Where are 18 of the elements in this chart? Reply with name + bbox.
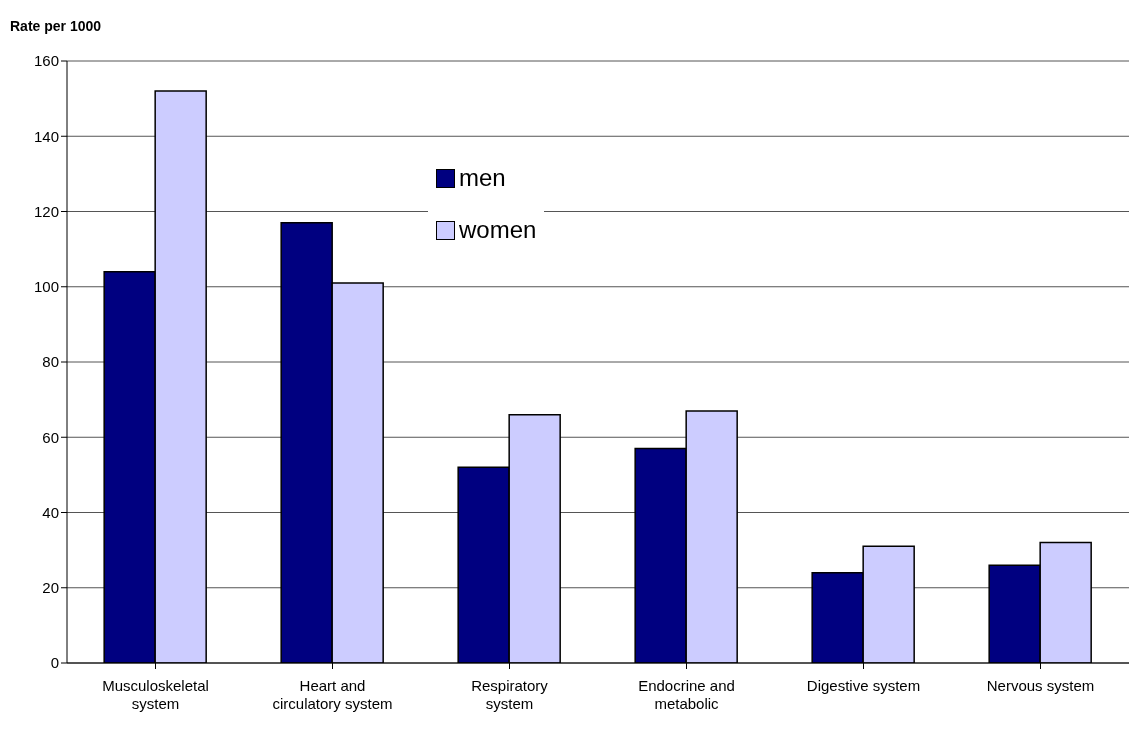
x-tick-label: Respiratory system (471, 677, 549, 712)
y-tick-label: 140 (33, 127, 59, 145)
y-axis-title: Rate per 1000 (10, 18, 102, 34)
y-tick-label: 160 (33, 52, 59, 70)
legend-label: women (459, 216, 537, 244)
y-tick-label: 120 (33, 202, 59, 220)
y-tick-label: 0 (50, 654, 59, 672)
x-tick-label: Endocrine and metabolic (638, 677, 735, 712)
x-tick-label: Heart and circulatory system (272, 677, 393, 712)
x-tick-label: Digestive system (806, 677, 921, 694)
y-tick-label: 20 (42, 579, 59, 597)
legend-label: men (459, 164, 506, 192)
y-tick-label: 80 (42, 353, 59, 371)
x-tick-label: Musculoskeletal system (102, 677, 209, 712)
y-tick-label: 40 (42, 503, 59, 521)
y-tick-label: 100 (33, 278, 59, 296)
x-tick-label: Nervous system (986, 677, 1095, 694)
y-tick-label: 60 (42, 428, 59, 446)
